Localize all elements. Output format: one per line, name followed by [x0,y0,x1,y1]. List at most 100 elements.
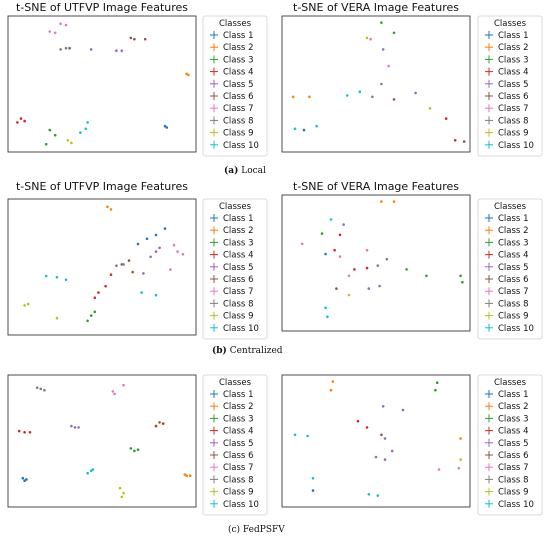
data-point [338,233,342,237]
data-point [338,255,342,258]
data-point [300,242,304,246]
legend-label: Class 5 [223,80,253,90]
plot-area [281,374,471,508]
legend-label: Class 7 [498,463,528,473]
data-point [185,474,188,478]
legend-label: Class 2 [223,226,253,236]
data-point [53,31,57,35]
data-point [161,422,165,425]
data-point [163,124,167,128]
legend-label: Class 2 [223,402,253,412]
data-point [55,316,59,320]
data-point [425,274,428,278]
data-point [89,48,93,51]
data-point [347,274,351,278]
legend-label: Class 4 [223,251,253,261]
data-point [25,478,28,481]
data-point [428,107,432,110]
legend-label: Class 7 [223,287,253,297]
data-point [293,127,297,131]
legend-label: Class 2 [223,43,253,53]
data-point [169,268,172,271]
data-point [356,419,360,423]
data-point [380,82,383,86]
data-point [459,458,462,461]
data-point [405,268,408,271]
data-point [104,284,107,288]
data-point [109,273,113,277]
legend-label: Class 10 [498,500,534,510]
data-point [187,73,190,77]
panels: t-SNE of UTFVP Image FeaturesClassesClas… [7,1,543,516]
legend-label: Class 2 [498,402,528,412]
data-point [44,274,48,278]
data-point [154,250,158,253]
data-point [68,46,71,50]
legend-title: Classes [494,202,527,212]
captions: (a) Local (b) Centralized (c) FedPSFV [212,165,285,535]
caption-a-text: Local [241,166,266,176]
legend-label: Class 1 [223,31,253,41]
legend-label: Class 9 [223,129,253,139]
data-point [383,458,387,461]
legend-label: Class 5 [498,80,528,90]
data-point [158,246,161,250]
data-point [326,315,329,319]
chart-panel-4: t-SNE of VERA Image Features Classes Class… [281,180,543,340]
data-point [55,275,59,279]
data-point [154,233,158,237]
legend-label: Class 10 [498,324,534,334]
data-point [434,388,437,392]
legend-label: Class 4 [498,251,528,261]
legend-label: Class 10 [223,141,259,151]
legend-box [202,198,268,340]
data-point [118,486,122,490]
data-point [111,390,115,393]
data-point [26,302,30,306]
data-point [462,140,466,143]
data-point [392,200,396,203]
data-point [145,237,149,241]
data-point [70,141,73,145]
data-point [374,455,378,459]
data-point [376,264,380,267]
data-point [64,278,68,282]
legend-label: Class 9 [498,129,528,139]
data-point [91,468,95,471]
data-point [320,232,324,235]
data-point [154,424,158,428]
data-point [324,252,327,256]
legend-label: Class 6 [498,92,528,102]
caption-a-tag: (a) [224,165,238,176]
data-point [333,248,336,252]
data-point [311,476,315,480]
data-point [365,36,369,40]
data-point [315,124,318,128]
legend-label: Class 6 [498,451,528,461]
legend-title: Classes [219,378,252,388]
data-point [23,479,26,483]
data-point [367,493,371,496]
caption-b-text: Centralized [230,346,283,356]
data-point [133,449,136,453]
data-point [39,387,43,391]
legend-title: Classes [219,19,252,29]
legend-label: Class 1 [498,214,528,224]
data-point [158,421,161,424]
data-point [365,426,369,429]
data-point [115,264,118,268]
legend-box [477,374,543,516]
data-point [79,131,82,134]
data-point [387,64,390,68]
data-point [113,392,116,396]
data-point [401,408,405,412]
legend-label: Class 9 [498,488,528,498]
data-point [17,429,21,433]
data-point [86,471,89,475]
legend-label: Class 4 [223,427,253,437]
data-point [127,259,131,262]
data-point [142,272,145,275]
data-point [329,218,333,221]
legend-label: Class 1 [498,390,528,400]
data-point [120,495,124,499]
